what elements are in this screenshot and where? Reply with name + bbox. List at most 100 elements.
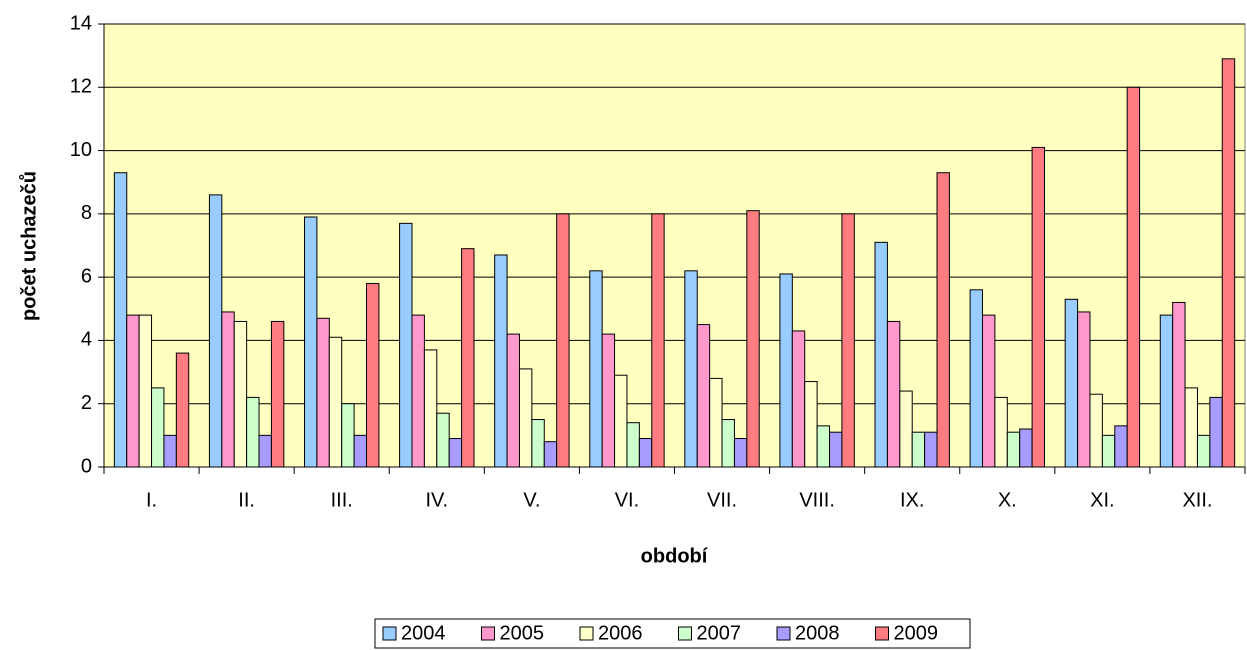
bar [151,387,165,468]
bar [816,425,831,468]
bar [341,403,355,468]
bar [626,422,640,468]
legend-swatch [776,626,791,641]
bar [543,441,558,468]
y-tick-label: 8 [81,202,92,224]
bar [779,273,793,468]
bar [556,213,570,468]
legend-label: 2007 [697,622,742,644]
bar [1114,425,1128,468]
x-tick-label: I. [146,489,157,511]
bar [804,381,818,468]
x-tick-label: VII. [707,489,737,511]
bar [733,438,748,468]
legend-swatch [875,626,889,641]
legend-label: 2008 [795,622,840,644]
x-tick-label: IV. [425,489,448,511]
x-tick-label: XII. [1182,489,1212,511]
bar [924,431,938,468]
bar [936,172,950,468]
bar [175,352,190,468]
legend-swatch [579,626,594,641]
bar [1101,434,1116,468]
bar [1196,434,1211,468]
bar [696,324,711,468]
legend-label: 2009 [894,622,939,644]
legend-swatch [382,626,397,641]
bar [1064,298,1079,468]
bar [886,320,901,468]
y-tick-label: 0 [81,455,92,477]
legend-swatch [678,626,692,641]
bar [1159,314,1174,468]
legend-swatch [481,626,495,641]
y-tick-label: 14 [70,12,92,34]
bar [1089,393,1103,468]
bar [601,333,616,468]
bar [506,333,520,468]
bar [994,396,1008,468]
bar [113,172,128,468]
legend [374,618,971,649]
y-tick-label: 4 [81,329,92,351]
bar [651,213,665,468]
y-tick-label: 10 [70,139,92,161]
bar [461,248,475,468]
bar [969,289,983,468]
bar [328,336,343,468]
bar [614,374,628,468]
bar [304,216,318,468]
x-tick-label: VI. [615,489,639,511]
y-axis-label: počet uchazečů [18,171,40,321]
legend-label: 2006 [598,622,643,644]
bar [911,431,926,468]
bar [531,419,545,468]
x-tick-label: III. [331,489,353,511]
x-axis-label: období [641,545,709,567]
legend-label: 2004 [401,622,446,644]
y-tick-label: 6 [81,265,92,287]
y-tick-label: 12 [70,76,92,98]
bar [1172,301,1186,468]
bar [684,270,698,468]
bar [1019,428,1033,468]
bar [436,412,450,468]
bar [494,254,508,468]
bar [246,396,260,468]
bar [258,434,272,468]
bar [1221,58,1236,468]
bar [1077,311,1091,468]
bar [233,320,248,468]
bar [270,320,285,468]
bar [589,270,603,468]
bar [874,241,888,468]
bar [1209,396,1223,468]
bar [1126,86,1141,468]
bar [411,314,425,468]
bar [221,311,235,468]
bar [208,194,223,468]
bar [316,317,330,468]
x-tick-label: V. [523,489,540,511]
bar [448,438,463,468]
bar [518,368,533,468]
bar [746,210,760,468]
bar [126,314,140,468]
bar [791,330,806,468]
bar [423,349,438,468]
legend-label: 2005 [500,622,545,644]
x-tick-label: IX. [900,489,924,511]
bar [1184,387,1198,468]
y-tick-label: 2 [81,392,92,414]
bar [829,431,843,468]
bar [638,438,653,468]
bar [163,434,177,468]
bar [981,314,996,468]
x-tick-label: XI. [1090,489,1114,511]
bar [399,222,413,468]
bar [138,314,153,468]
bar [1006,431,1021,468]
x-tick-label: X. [998,489,1017,511]
bar [709,377,723,468]
